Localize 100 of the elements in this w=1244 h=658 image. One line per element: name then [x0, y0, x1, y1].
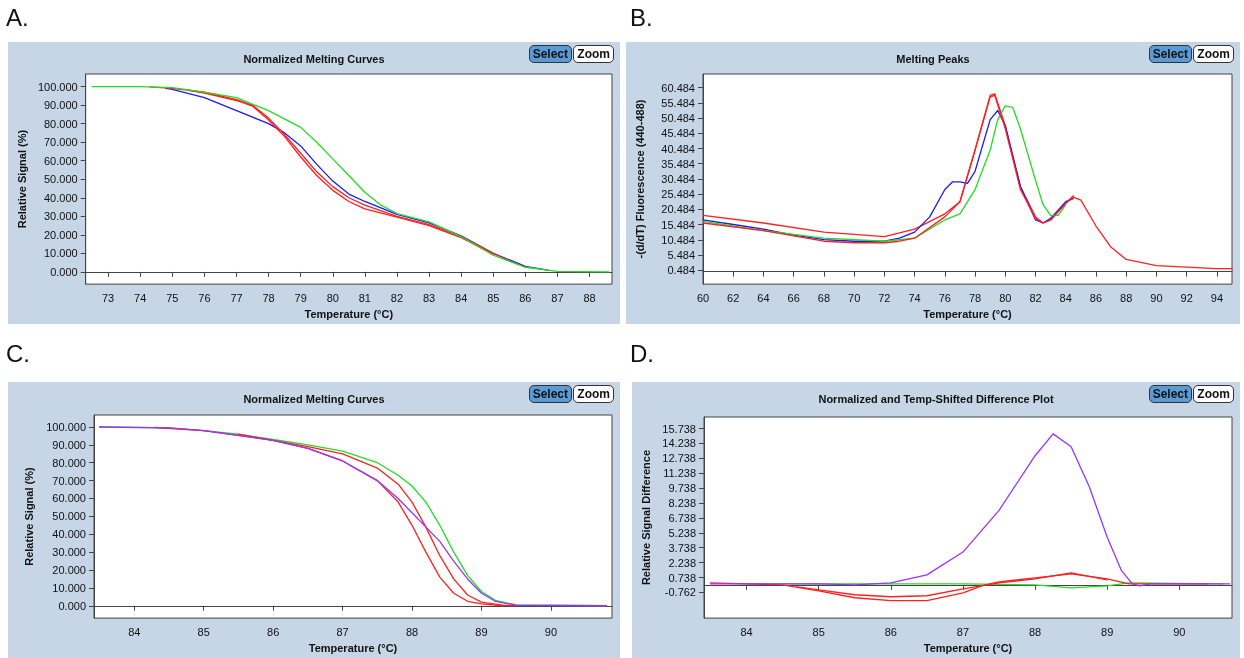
x-tick-label: 87: [551, 291, 564, 304]
text: A.: [6, 4, 29, 32]
x-tick-label: 89: [1101, 625, 1114, 638]
y-tick-label: 100.000: [46, 420, 86, 433]
x-tick-label: 87: [956, 625, 970, 638]
x-tick-label: 86: [519, 291, 532, 304]
y-tick-label: 45.484: [661, 127, 695, 140]
x-tick-label: 90: [544, 625, 558, 638]
x-tick-label: 92: [1180, 291, 1193, 304]
x-tick-label: 84: [1059, 291, 1072, 304]
x-tick-label: 88: [1028, 625, 1042, 638]
y-tick-label: 90.000: [52, 438, 86, 451]
x-tick-label: 74: [908, 291, 921, 304]
y-tick-label: 50.484: [661, 112, 695, 125]
text: C.: [6, 340, 30, 368]
y-tick-label: 20.000: [52, 564, 86, 577]
x-tick-label: 84: [455, 291, 468, 304]
x-tick-label: 79: [294, 291, 307, 304]
y-tick-label: 10.000: [44, 247, 78, 260]
chart-title: Normalized and Temp-Shifted Difference Plot: [818, 392, 1054, 405]
x-tick-label: 88: [1120, 291, 1133, 304]
y-tick-label: 70.000: [52, 474, 86, 487]
x-tick-label: 84: [128, 625, 141, 638]
x-axis-title: Temperature (°C): [923, 307, 1013, 320]
x-tick-label: 70: [848, 291, 861, 304]
x-tick-label: 89: [475, 625, 488, 638]
x-tick-label: 64: [757, 291, 770, 304]
zoom-button: Zoom: [573, 385, 614, 403]
zoom-button: Zoom: [573, 45, 614, 63]
y-tick-label: 10.000: [52, 581, 86, 594]
y-tick-label: 11.238: [663, 467, 696, 480]
x-tick-label: 84: [740, 625, 753, 638]
chart-title: Normalized Melting Curves: [243, 52, 385, 65]
y-axis-title: -(d/dT) Fluorescence (440-488): [633, 99, 646, 259]
text: B.: [630, 4, 653, 32]
x-tick-label: 90: [1150, 291, 1163, 304]
x-tick-label: 78: [262, 291, 275, 304]
x-tick-label: 86: [267, 625, 280, 638]
x-tick-label: 80: [999, 291, 1012, 304]
y-tick-label: 15.484: [661, 218, 695, 231]
select-button: Select: [1148, 45, 1192, 63]
x-tick-label: 60: [696, 291, 710, 304]
y-tick-label: 100.000: [37, 80, 78, 93]
x-tick-label: 66: [787, 291, 800, 304]
y-tick-label: 70.000: [44, 136, 78, 149]
x-tick-label: 86: [1089, 291, 1103, 304]
y-tick-label: -0.762: [664, 586, 696, 599]
x-tick-label: 88: [405, 625, 419, 638]
y-tick-label: 80.000: [44, 117, 78, 130]
x-tick-label: 68: [817, 291, 831, 304]
x-tick-label: 87: [336, 625, 349, 638]
x-tick-label: 77: [230, 291, 243, 304]
x-tick-label: 82: [1029, 291, 1042, 304]
y-tick-label: 0.000: [58, 599, 86, 612]
x-tick-label: 82: [390, 291, 404, 304]
y-tick-label: 12.738: [662, 452, 696, 465]
y-tick-label: 90.000: [44, 99, 78, 112]
x-tick-label: 85: [197, 625, 210, 638]
y-tick-label: 50.000: [44, 173, 78, 186]
y-tick-label: 2.238: [668, 556, 696, 569]
y-axis-title: Relative Signal Difference: [639, 450, 652, 586]
y-tick-label: 30.000: [52, 546, 86, 559]
x-tick-label: 90: [1173, 625, 1186, 638]
y-tick-label: 40.484: [661, 142, 695, 155]
y-tick-label: 25.484: [661, 188, 695, 201]
y-tick-label: 60.000: [52, 492, 86, 505]
y-tick-label: 0.738: [668, 571, 696, 584]
x-tick-label: 75: [166, 291, 179, 304]
y-tick-label: 3.738: [668, 541, 696, 554]
x-tick-label: 78: [968, 291, 982, 304]
x-tick-label: 74: [134, 291, 147, 304]
x-tick-label: 62: [727, 291, 740, 304]
y-tick-label: 5.484: [667, 248, 695, 261]
y-tick-label: 60.000: [44, 154, 78, 167]
y-tick-label: 0.484: [667, 264, 695, 277]
y-tick-label: 55.484: [661, 96, 695, 109]
x-tick-label: 83: [422, 291, 436, 304]
y-axis-title: Relative Signal (%): [22, 467, 35, 566]
y-tick-label: 10.484: [661, 233, 695, 246]
y-tick-label: 6.738: [668, 511, 696, 524]
y-tick-label: 80.000: [52, 456, 86, 469]
y-tick-label: 60.484: [661, 81, 695, 94]
text: D.: [630, 340, 654, 368]
select-button: Select: [528, 385, 572, 403]
y-tick-label: 15.738: [662, 422, 696, 435]
x-axis-title: Temperature (°C): [308, 641, 398, 654]
x-tick-label: 88: [583, 291, 596, 304]
y-axis-title: Relative Signal (%): [15, 129, 28, 229]
x-tick-label: 86: [884, 625, 897, 638]
x-axis-title: Temperature (°C): [304, 307, 394, 320]
chart-title: Melting Peaks: [896, 52, 970, 65]
y-tick-label: 8.238: [668, 497, 696, 510]
chart-title: Normalized Melting Curves: [243, 392, 385, 405]
x-tick-label: 76: [198, 291, 211, 304]
x-tick-label: 85: [812, 625, 825, 638]
x-tick-label: 72: [878, 291, 891, 304]
x-tick-label: 80: [326, 291, 339, 304]
x-tick-label: 73: [102, 291, 115, 304]
y-tick-label: 5.238: [668, 526, 696, 539]
x-tick-label: 81: [358, 291, 371, 304]
